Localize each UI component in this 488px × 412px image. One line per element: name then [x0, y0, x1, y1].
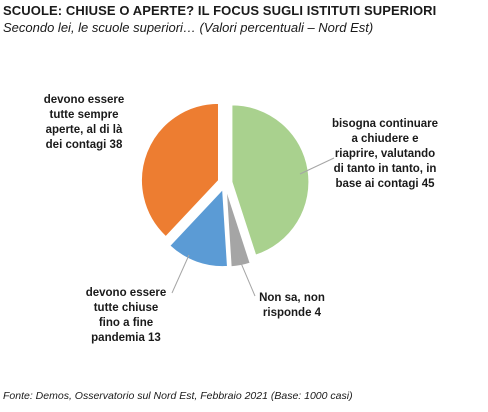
leader-line-non-sa	[237, 255, 256, 297]
slice-label-alternare: bisogna continuare a chiudere e riaprire, …	[332, 118, 438, 190]
chart-subtitle: Secondo lei, le scuole superiori… (Valor…	[3, 20, 374, 35]
slice-label-non-sa: Non sa, non risponde 4	[259, 292, 325, 319]
source-note: Fonte: Demos, Osservatorio sul Nord Est,…	[3, 390, 353, 402]
pie-slice-alternare	[231, 104, 310, 256]
leader-line-chiuse	[171, 254, 190, 294]
slice-label-aperte: devono essere tutte sempre aperte, al di l…	[44, 94, 125, 151]
pie-slice-aperte	[140, 102, 219, 238]
leader-line-alternare	[299, 157, 335, 175]
chart-title: SCUOLE: CHIUSE O APERTE? IL FOCUS SUGLI …	[3, 3, 437, 18]
slice-label-chiuse: devono essere tutte chiuse fino a fine pand…	[86, 287, 167, 344]
pie-slice-non-sa	[225, 189, 251, 268]
pie-slice-chiuse	[169, 188, 228, 268]
